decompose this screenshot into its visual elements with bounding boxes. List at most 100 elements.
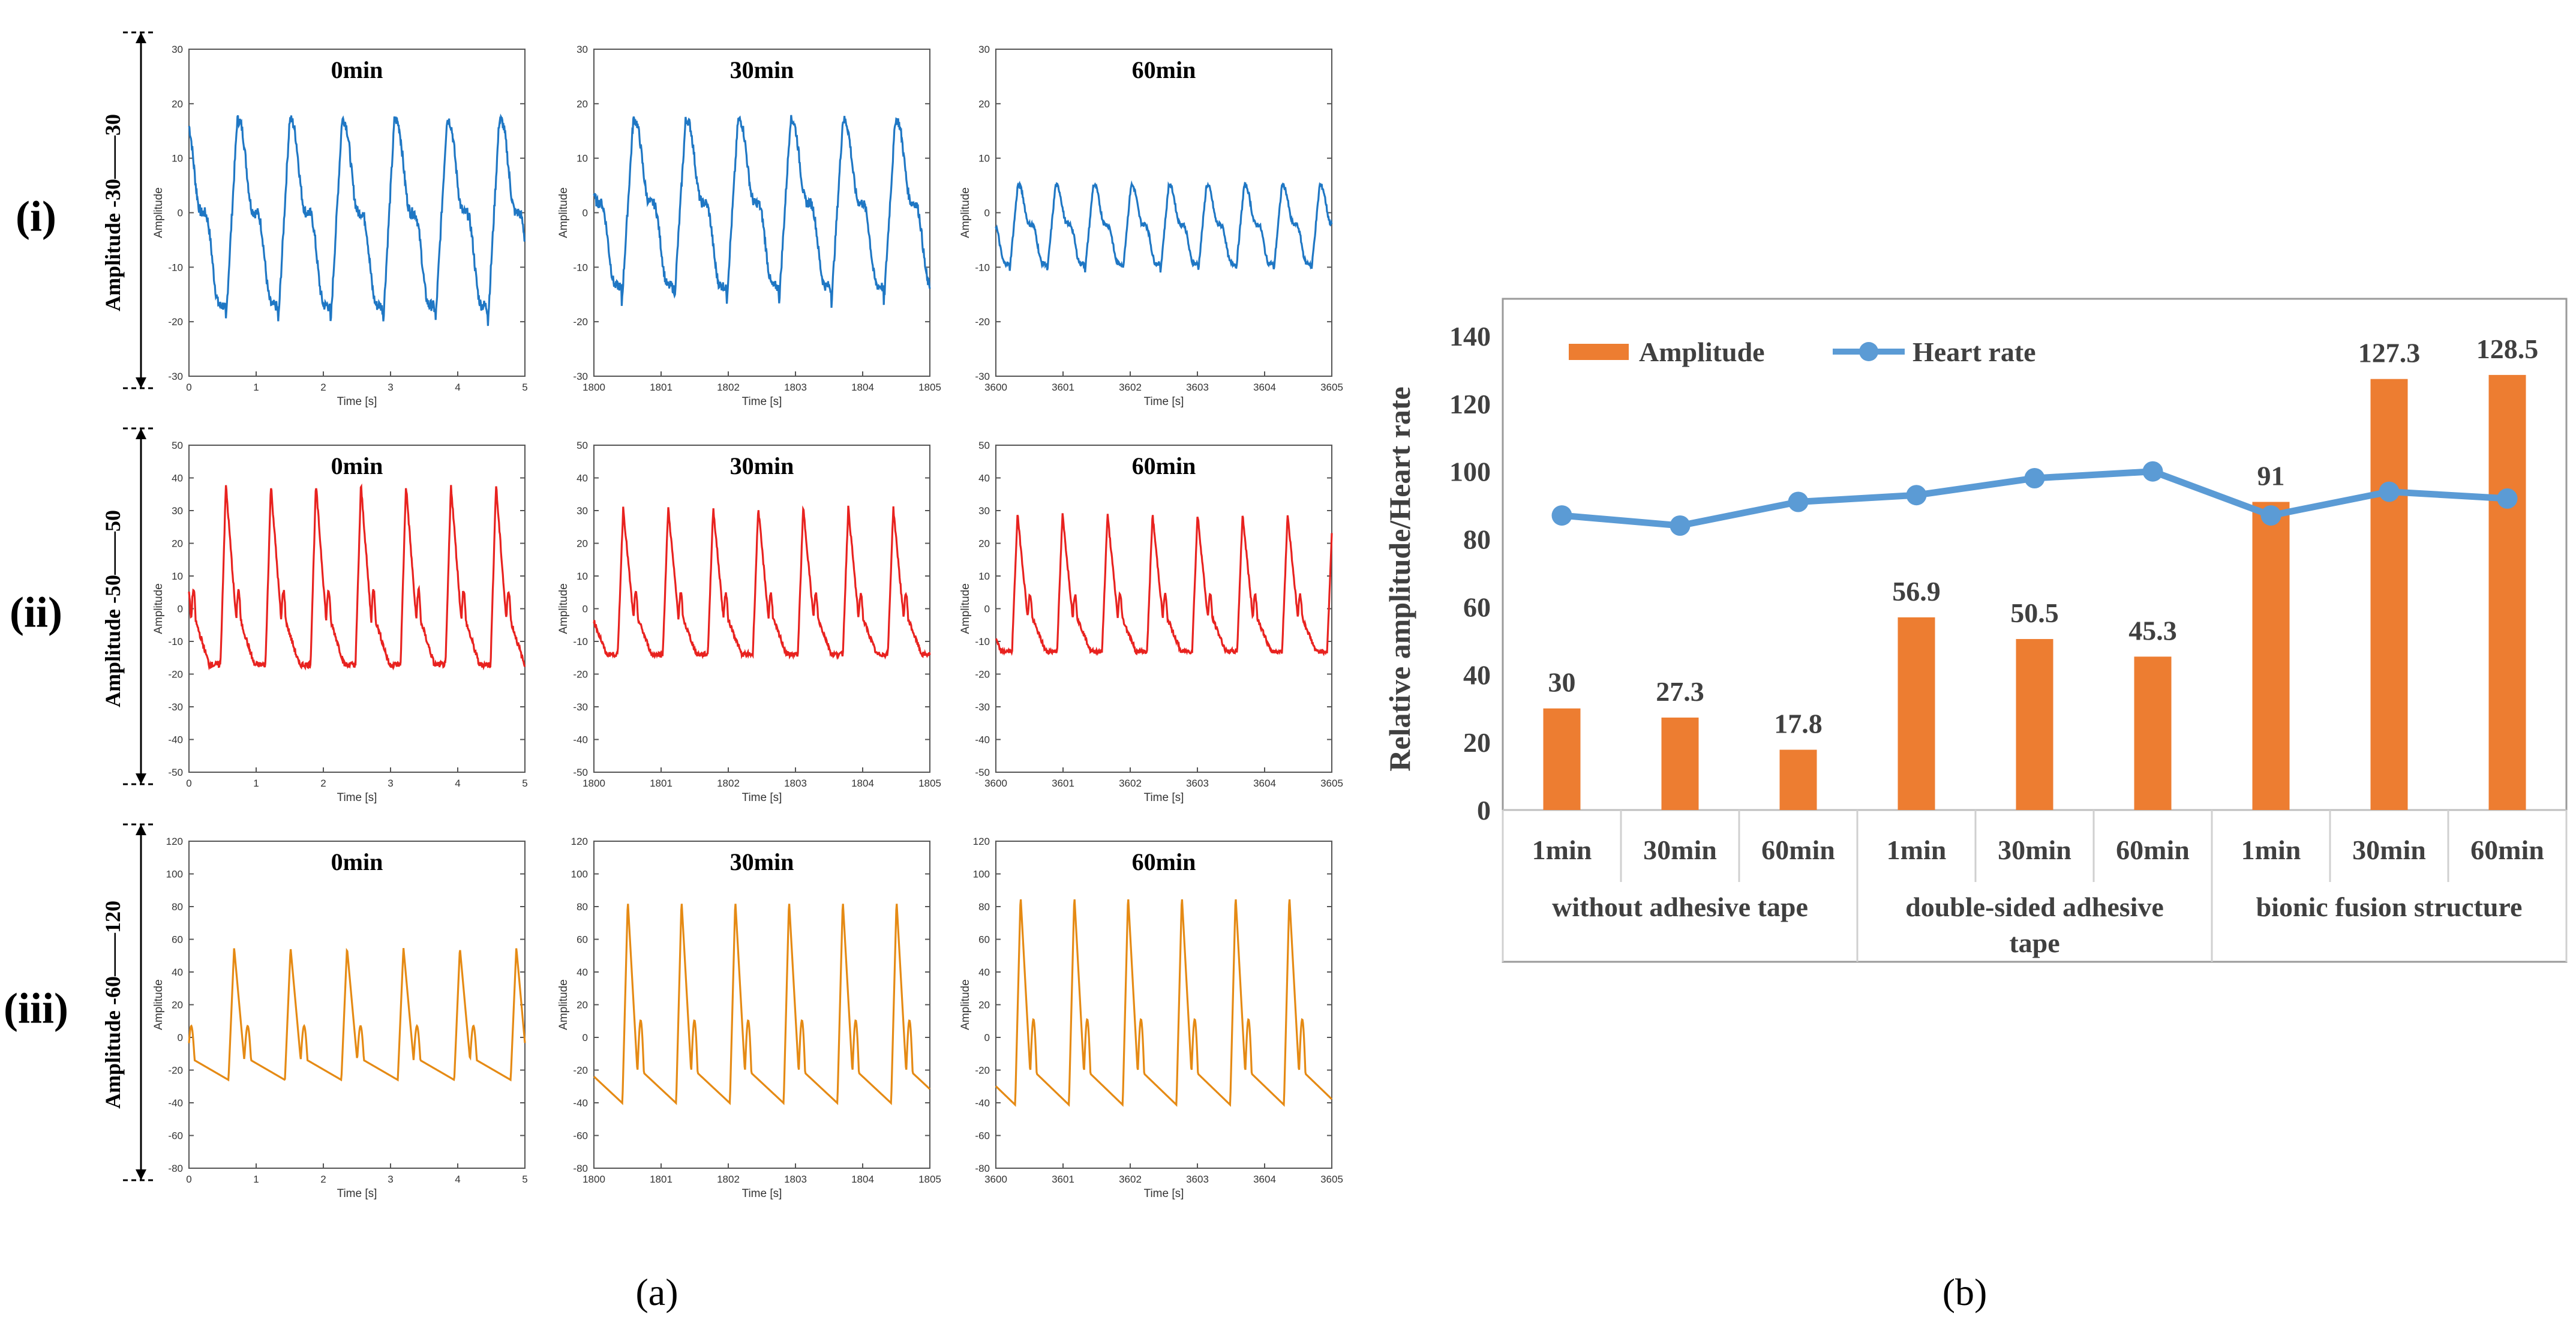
- row-label: (ii): [10, 589, 62, 637]
- x-category-label: 60min: [1761, 835, 1835, 865]
- x-group-label: bionic fusion structure: [2256, 892, 2523, 922]
- y-tick-label: -30: [573, 701, 588, 713]
- waveform-plot: -30 -20 -10 0 10 20 30 1800 1801 1802 1803 1804 1805…: [557, 44, 941, 408]
- x-category-label: 1min: [1887, 835, 1947, 865]
- x-tick-label: 1803: [784, 1174, 807, 1185]
- waveform-plot: -50 -40 -30 -20 -10 0 10 20 30 40 50 1800 1801 1802 18…: [557, 440, 941, 804]
- waveform-line: [593, 115, 931, 308]
- heart-rate-point: [1551, 505, 1572, 526]
- side-arrow-down: [136, 377, 146, 388]
- bar-data-label: 128.5: [2476, 334, 2539, 364]
- y-tick-label: -50: [573, 767, 588, 778]
- y-tick-label: 10: [577, 571, 588, 582]
- y-tick-label: -40: [573, 734, 588, 746]
- x-tick-label: 1800: [583, 778, 605, 789]
- y-tick-label: 0: [984, 604, 990, 615]
- x-tick-label: 3602: [1119, 1174, 1142, 1185]
- y-tick-label: 20: [172, 98, 183, 110]
- y-tick-label: 0: [984, 1032, 990, 1043]
- x-tick-label: 4: [455, 778, 460, 789]
- waveform-line: [995, 180, 1333, 273]
- heart-rate-point: [2024, 468, 2045, 488]
- x-tick-label: 5: [522, 382, 527, 393]
- y-tick-label: 100: [166, 869, 183, 880]
- y-tick-label: 50: [172, 440, 183, 451]
- y-tick-label: 0: [583, 1032, 588, 1043]
- bar-amplitude: [2016, 639, 2053, 810]
- x-tick-label: 5: [522, 778, 527, 789]
- bar-amplitude: [1898, 617, 1935, 810]
- y-tick-label: 60: [172, 934, 183, 946]
- side-amplitude-label: Amplitude -50——50: [101, 510, 125, 707]
- plot-title: 30min: [730, 56, 794, 83]
- x-tick-label: 3601: [1052, 1174, 1074, 1185]
- x-tick-label: 3603: [1186, 1174, 1209, 1185]
- y-tick-label: 20: [577, 98, 588, 110]
- waveform-line: [593, 904, 931, 1106]
- y-tick-label: -10: [975, 636, 990, 647]
- y-tick-label: -20: [975, 316, 990, 328]
- waveform-plot: -80 -60 -40 -20 0 20 40 60 80 100 120 0 1 2 3 4 5 Time [s…: [152, 836, 528, 1200]
- y-tick-label: -10: [168, 636, 183, 647]
- y-tick-label: 60: [978, 934, 990, 946]
- y-tick-label: 60: [1463, 592, 1491, 622]
- x-tick-label: 3600: [984, 1174, 1007, 1185]
- bar-data-label: 27.3: [1656, 676, 1704, 707]
- y-tick-label: -80: [975, 1163, 990, 1174]
- heart-rate-point: [2497, 488, 2518, 509]
- bar-amplitude: [1779, 749, 1817, 810]
- x-tick-label: 1805: [918, 778, 941, 789]
- x-axis-label: Time [s]: [1144, 395, 1184, 408]
- y-tick-label: 20: [1463, 727, 1491, 758]
- y-tick-label: 10: [978, 153, 990, 164]
- y-axis-label: Amplitude: [557, 979, 570, 1030]
- y-tick-label: 10: [172, 153, 183, 164]
- bar-data-label: 127.3: [2358, 338, 2421, 368]
- x-axis-label: Time [s]: [1144, 1187, 1184, 1200]
- panel-a-letter: (a): [635, 1271, 678, 1313]
- y-tick-label: 30: [978, 44, 990, 55]
- x-tick-label: 3601: [1052, 778, 1074, 789]
- y-axis-label: Amplitude: [557, 187, 570, 238]
- y-tick-label: -30: [573, 371, 588, 382]
- waveform-plot: -50 -40 -30 -20 -10 0 10 20 30 40 50 3600 3601 3602 36…: [959, 440, 1343, 804]
- x-axis-label: Time [s]: [337, 791, 377, 804]
- y-tick-label: 50: [577, 440, 588, 451]
- x-tick-label: 3602: [1119, 382, 1142, 393]
- legend-label-amplitude: Amplitude: [1639, 337, 1765, 367]
- y-tick-label: 50: [978, 440, 990, 451]
- bar-data-label: 45.3: [2128, 615, 2177, 646]
- y-axis-label: Amplitude: [152, 979, 165, 1030]
- bar-amplitude: [1661, 717, 1699, 810]
- x-tick-label: 3603: [1186, 382, 1209, 393]
- y-tick-label: -30: [975, 371, 990, 382]
- y-tick-label: 20: [978, 98, 990, 110]
- y-tick-label: 40: [577, 967, 588, 978]
- plot-frame: [995, 841, 1332, 1169]
- y-tick-label: -40: [573, 1097, 588, 1109]
- x-tick-label: 0: [186, 778, 191, 789]
- y-axis-label: Amplitude: [959, 979, 972, 1030]
- y-tick-label: 0: [178, 604, 183, 615]
- y-tick-label: -30: [975, 701, 990, 713]
- x-axis-label: Time [s]: [742, 791, 782, 804]
- legend-marker-heart-rate: [1859, 342, 1878, 361]
- y-tick-label: -20: [975, 669, 990, 680]
- side-arrow-down: [136, 1169, 146, 1180]
- heart-rate-point: [2379, 481, 2400, 502]
- x-tick-label: 3604: [1253, 1174, 1276, 1185]
- waveform-plot: -30 -20 -10 0 10 20 30 3600 3601 3602 3603 3604 3605…: [959, 44, 1343, 408]
- x-group-label: tape: [2009, 928, 2059, 958]
- x-axis-label: Time [s]: [337, 1187, 377, 1200]
- x-tick-label: 3603: [1186, 778, 1209, 789]
- y-axis-label: Amplitude: [959, 187, 972, 238]
- x-tick-label: 3600: [984, 778, 1007, 789]
- x-tick-label: 4: [455, 1174, 460, 1185]
- y-tick-label: -30: [168, 371, 183, 382]
- waveform-line: [995, 899, 1333, 1107]
- x-tick-label: 3: [388, 1174, 393, 1185]
- y-tick-label: 40: [978, 967, 990, 978]
- plot-title: 0min: [331, 452, 383, 479]
- x-tick-label: 1805: [918, 382, 941, 393]
